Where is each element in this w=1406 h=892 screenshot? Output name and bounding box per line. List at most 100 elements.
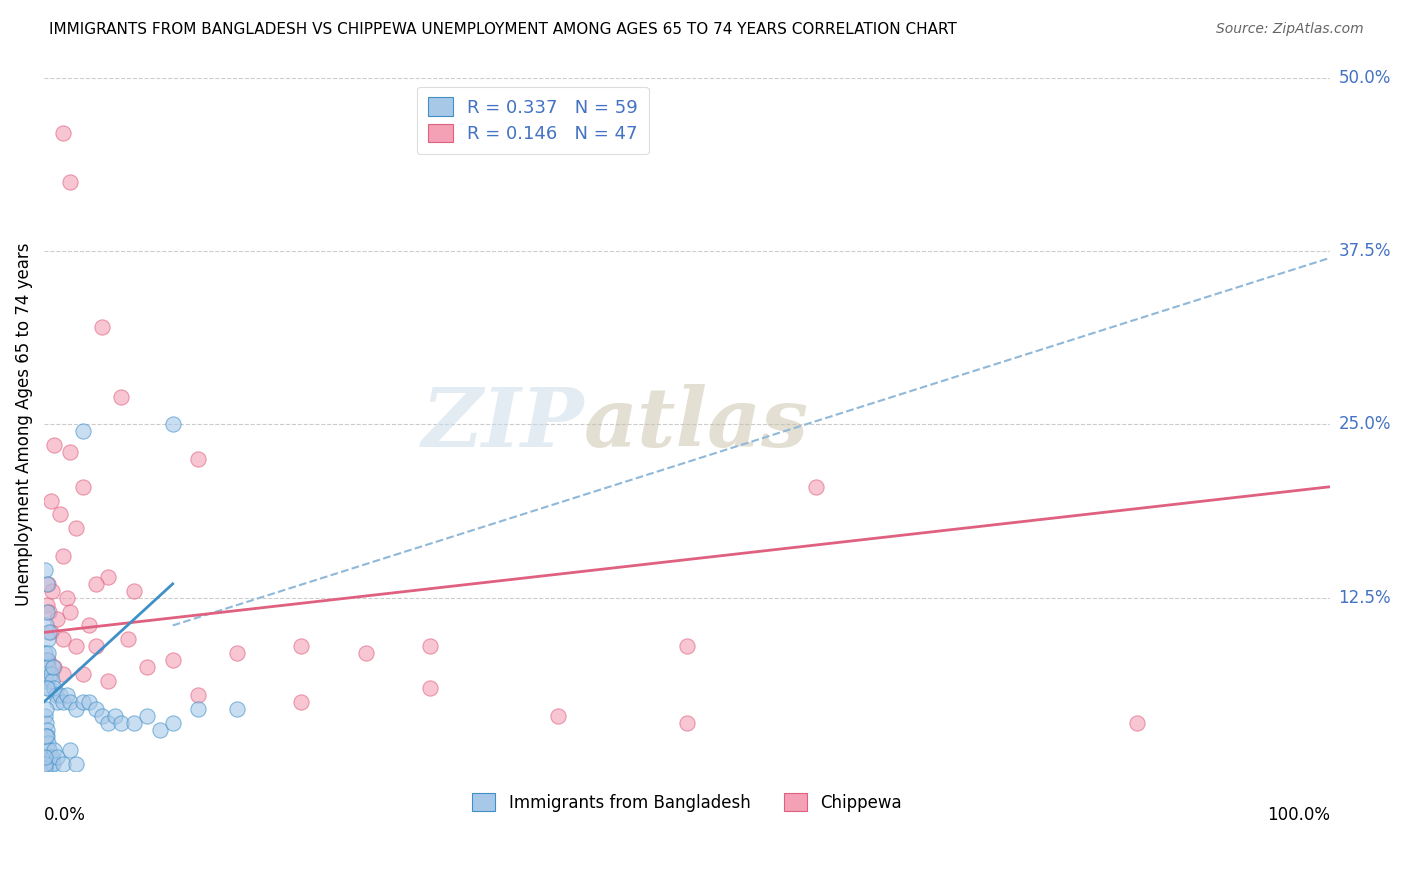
Point	[187, 688, 209, 702]
Point	[37, 605, 59, 619]
Point	[35, 673, 58, 688]
Point	[37, 730, 59, 744]
Point	[110, 715, 132, 730]
Point	[676, 640, 699, 654]
Point	[52, 549, 75, 563]
Point	[162, 417, 184, 432]
Point	[187, 452, 209, 467]
Point	[110, 390, 132, 404]
Legend: Immigrants from Bangladesh, Chippewa: Immigrants from Bangladesh, Chippewa	[465, 787, 908, 818]
Point	[35, 723, 58, 737]
Point	[419, 640, 441, 654]
Point	[136, 660, 159, 674]
Point	[41, 673, 63, 688]
Point	[34, 708, 56, 723]
Point	[37, 653, 59, 667]
Point	[41, 583, 63, 598]
Point	[72, 667, 94, 681]
Point	[72, 424, 94, 438]
Point	[97, 570, 120, 584]
Point	[77, 618, 100, 632]
Point	[37, 646, 59, 660]
Point	[37, 736, 59, 750]
Point	[65, 757, 87, 772]
Point	[59, 743, 82, 757]
Point	[149, 723, 172, 737]
Point	[44, 743, 66, 757]
Point	[35, 667, 58, 681]
Point	[42, 757, 65, 772]
Point	[162, 653, 184, 667]
Point	[59, 175, 82, 189]
Point	[52, 126, 75, 140]
Text: Source: ZipAtlas.com: Source: ZipAtlas.com	[1216, 22, 1364, 37]
Point	[44, 438, 66, 452]
Point	[84, 702, 107, 716]
Point	[42, 660, 65, 674]
Point	[52, 757, 75, 772]
Text: 12.5%: 12.5%	[1339, 589, 1391, 607]
Point	[37, 632, 59, 647]
Point	[84, 640, 107, 654]
Point	[59, 605, 82, 619]
Point	[354, 646, 377, 660]
Point	[547, 708, 569, 723]
Point	[290, 695, 312, 709]
Point	[44, 660, 66, 674]
Point	[84, 577, 107, 591]
Point	[676, 715, 699, 730]
Point	[39, 757, 62, 772]
Point	[290, 640, 312, 654]
Point	[46, 695, 69, 709]
Text: 100.0%: 100.0%	[1267, 805, 1330, 824]
Point	[38, 681, 60, 695]
Point	[48, 688, 70, 702]
Point	[72, 480, 94, 494]
Y-axis label: Unemployment Among Ages 65 to 74 years: Unemployment Among Ages 65 to 74 years	[15, 243, 32, 606]
Point	[59, 445, 82, 459]
Point	[34, 761, 56, 775]
Point	[91, 708, 114, 723]
Point	[45, 688, 67, 702]
Point	[59, 695, 82, 709]
Point	[117, 632, 139, 647]
Point	[34, 646, 56, 660]
Point	[104, 708, 127, 723]
Point	[38, 625, 60, 640]
Point	[48, 508, 70, 522]
Point	[97, 715, 120, 730]
Point	[34, 757, 56, 772]
Point	[65, 521, 87, 535]
Point	[35, 702, 58, 716]
Point	[226, 646, 249, 660]
Point	[56, 688, 79, 702]
Point	[122, 715, 145, 730]
Text: ZIP: ZIP	[422, 384, 585, 465]
Point	[38, 743, 60, 757]
Point	[37, 660, 59, 674]
Point	[35, 653, 58, 667]
Point	[35, 577, 58, 591]
Point	[56, 591, 79, 605]
Point	[35, 681, 58, 695]
Text: 0.0%: 0.0%	[44, 805, 86, 824]
Point	[52, 667, 75, 681]
Point	[34, 563, 56, 577]
Text: 25.0%: 25.0%	[1339, 416, 1391, 434]
Point	[419, 681, 441, 695]
Point	[34, 730, 56, 744]
Point	[46, 750, 69, 764]
Point	[44, 681, 66, 695]
Point	[52, 695, 75, 709]
Point	[39, 667, 62, 681]
Point	[39, 493, 62, 508]
Text: 50.0%: 50.0%	[1339, 69, 1391, 87]
Point	[52, 632, 75, 647]
Text: 37.5%: 37.5%	[1339, 242, 1391, 260]
Point	[804, 480, 827, 494]
Point	[226, 702, 249, 716]
Point	[1126, 715, 1149, 730]
Point	[72, 695, 94, 709]
Point	[34, 750, 56, 764]
Point	[37, 577, 59, 591]
